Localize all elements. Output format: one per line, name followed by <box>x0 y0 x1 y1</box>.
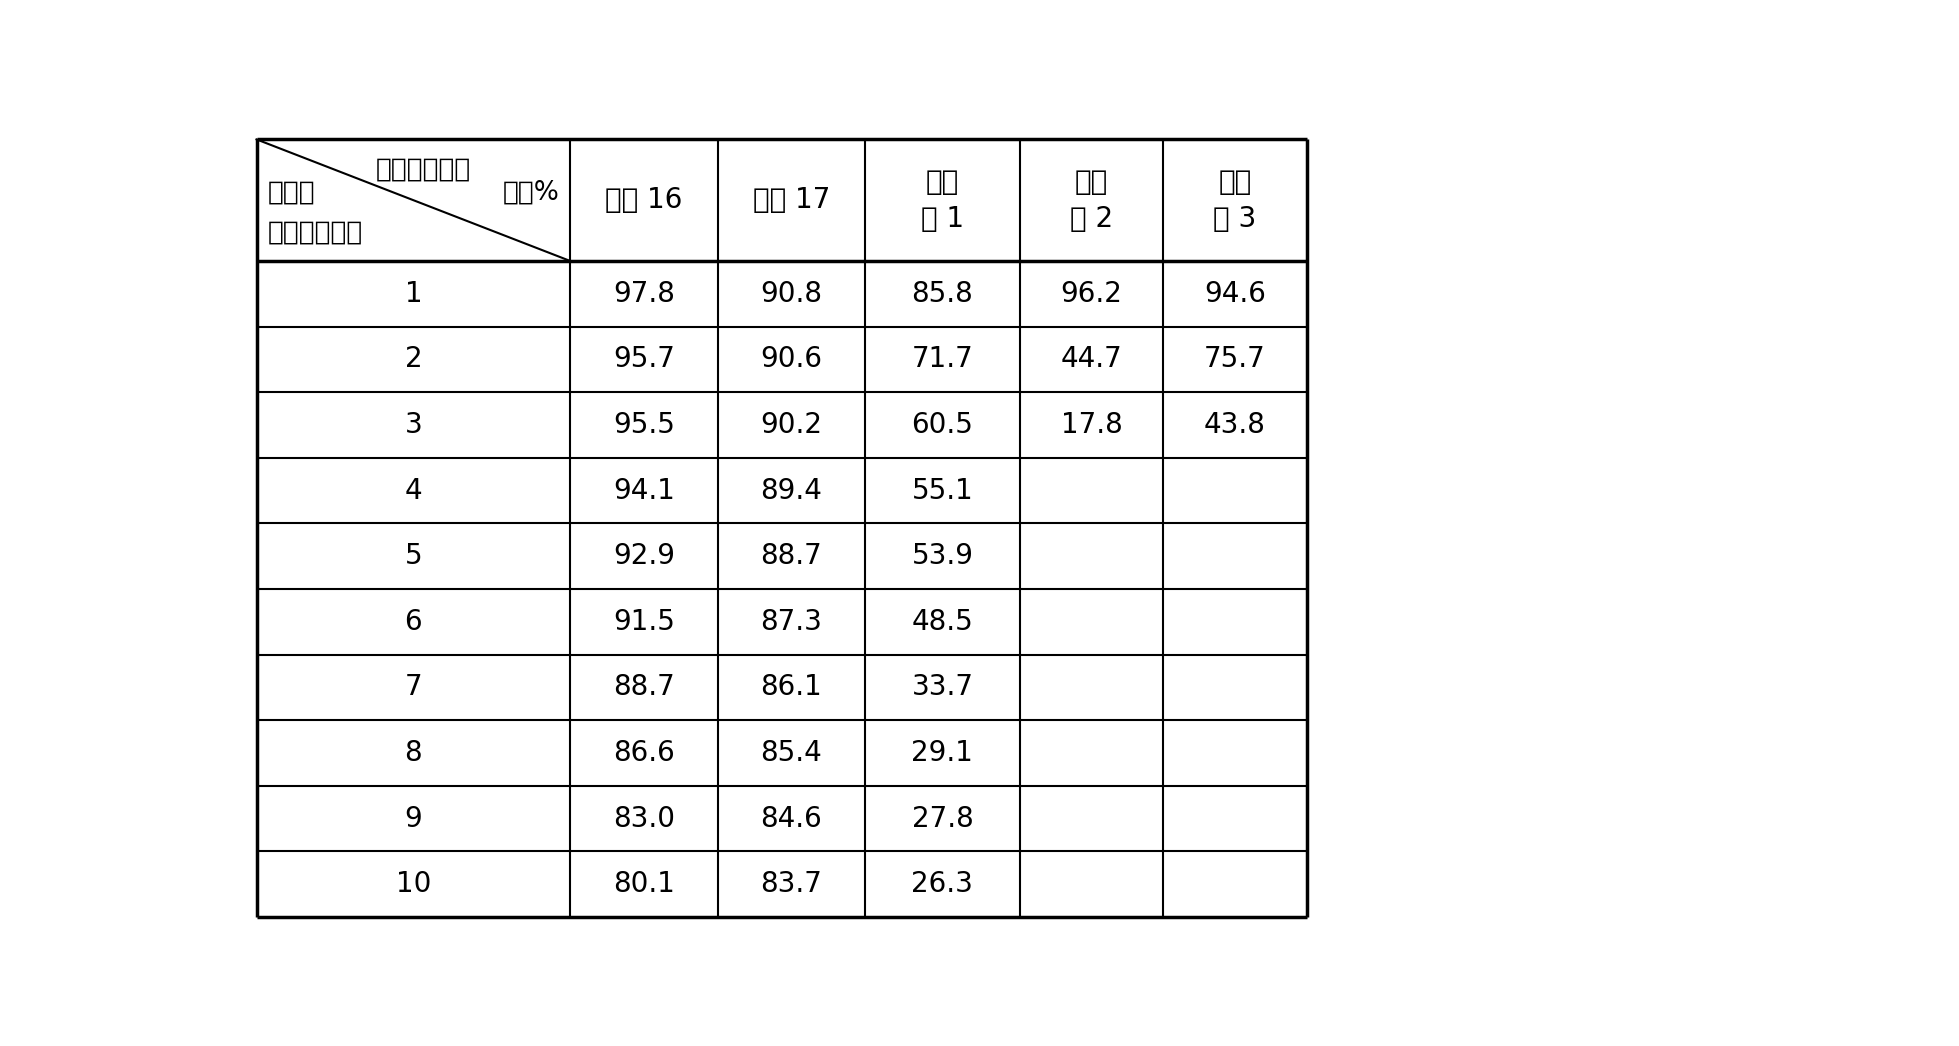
Text: 43.8: 43.8 <box>1205 411 1266 439</box>
Text: 89.4: 89.4 <box>760 477 823 504</box>
Text: 90.8: 90.8 <box>760 280 823 308</box>
Text: 88.7: 88.7 <box>613 674 674 702</box>
Text: 2: 2 <box>406 345 423 373</box>
Text: 90.6: 90.6 <box>760 345 823 373</box>
Text: 7: 7 <box>406 674 423 702</box>
Text: 96.2: 96.2 <box>1060 280 1123 308</box>
Text: 26.3: 26.3 <box>911 870 974 899</box>
Text: 94.1: 94.1 <box>613 477 676 504</box>
Text: 5: 5 <box>406 542 423 570</box>
Text: 催化剂: 催化剂 <box>266 180 315 205</box>
Text: 实例 16: 实例 16 <box>605 186 682 214</box>
Text: 48.5: 48.5 <box>911 608 974 636</box>
Text: 86.6: 86.6 <box>613 740 674 767</box>
Text: 91.5: 91.5 <box>613 608 676 636</box>
Text: 33.7: 33.7 <box>911 674 974 702</box>
Text: 85.4: 85.4 <box>760 740 823 767</box>
Text: 3: 3 <box>406 411 423 439</box>
Text: 对比
例 1: 对比 例 1 <box>921 167 964 232</box>
Text: 重复使用次数: 重复使用次数 <box>266 220 362 246</box>
Text: 88.7: 88.7 <box>760 542 823 570</box>
Text: 87.3: 87.3 <box>760 608 823 636</box>
Text: 17.8: 17.8 <box>1060 411 1123 439</box>
Text: 44.7: 44.7 <box>1060 345 1123 373</box>
Text: 6: 6 <box>406 608 423 636</box>
Text: 1: 1 <box>406 280 423 308</box>
Text: 酯化物产率，: 酯化物产率， <box>376 156 470 182</box>
Text: 92.9: 92.9 <box>613 542 676 570</box>
Text: 53.9: 53.9 <box>911 542 974 570</box>
Text: 95.7: 95.7 <box>613 345 676 373</box>
Text: 83.7: 83.7 <box>760 870 823 899</box>
Text: 8: 8 <box>406 740 423 767</box>
Text: 86.1: 86.1 <box>760 674 823 702</box>
Text: 10: 10 <box>396 870 431 899</box>
Text: 60.5: 60.5 <box>911 411 974 439</box>
Text: 85.8: 85.8 <box>911 280 974 308</box>
Text: 94.6: 94.6 <box>1205 280 1266 308</box>
Text: 实例 17: 实例 17 <box>752 186 831 214</box>
Text: 83.0: 83.0 <box>613 804 676 833</box>
Text: 84.6: 84.6 <box>760 804 823 833</box>
Text: 对比
例 2: 对比 例 2 <box>1070 167 1113 232</box>
Text: 29.1: 29.1 <box>911 740 974 767</box>
Text: 90.2: 90.2 <box>760 411 823 439</box>
Text: 80.1: 80.1 <box>613 870 676 899</box>
Text: 95.5: 95.5 <box>613 411 676 439</box>
Text: 质量%: 质量% <box>503 180 560 205</box>
Text: 71.7: 71.7 <box>911 345 974 373</box>
Text: 27.8: 27.8 <box>911 804 974 833</box>
Text: 55.1: 55.1 <box>911 477 974 504</box>
Text: 对比
例 3: 对比 例 3 <box>1213 167 1256 232</box>
Text: 4: 4 <box>406 477 423 504</box>
Text: 9: 9 <box>406 804 423 833</box>
Text: 75.7: 75.7 <box>1205 345 1266 373</box>
Text: 97.8: 97.8 <box>613 280 676 308</box>
